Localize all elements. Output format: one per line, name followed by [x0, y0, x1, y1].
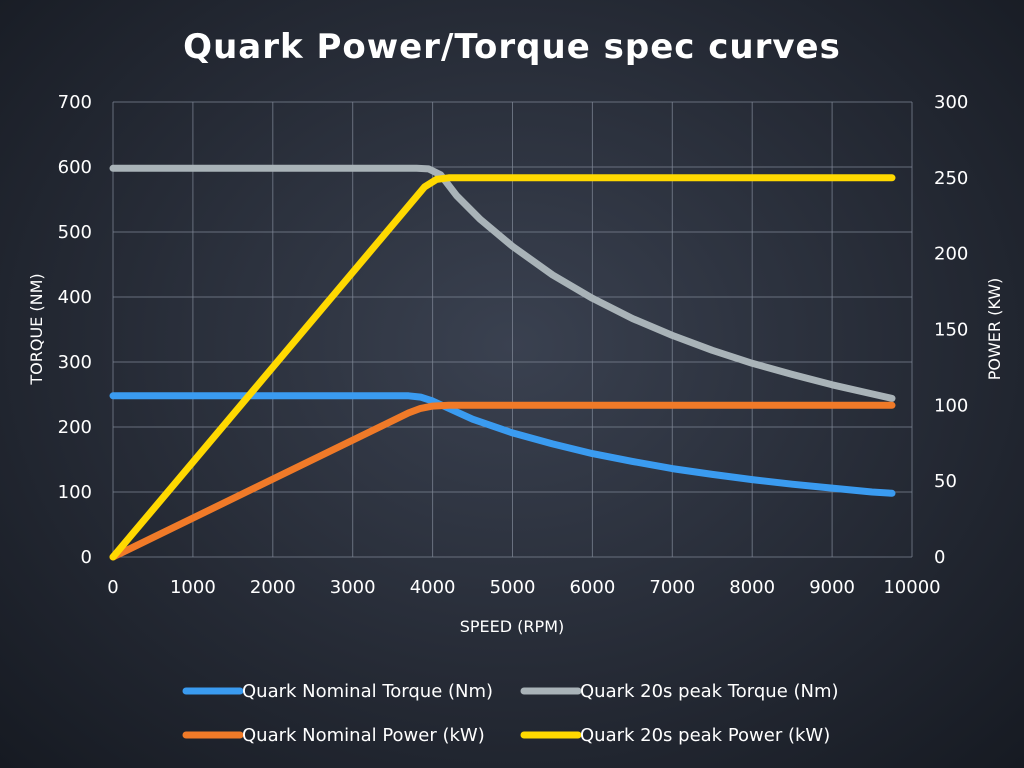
x-tick-label: 0	[107, 577, 118, 598]
y-tick-label: 500	[58, 222, 92, 243]
series-line-quark-20s-peak-torque-nm	[109, 164, 896, 402]
x-axis-label: SPEED (RPM)	[460, 617, 564, 636]
y2-axis-label: POWER (KW)	[985, 278, 1004, 381]
y-axis-label: TORQUE (NM)	[27, 273, 46, 385]
y2-tick-label: 200	[934, 244, 968, 265]
y-tick-label: 300	[58, 352, 92, 373]
series-line-quark-nominal-torque-nm	[109, 392, 896, 497]
x-tick-label: 5000	[490, 577, 536, 598]
x-tick-label: 10000	[883, 577, 940, 598]
y2-tick-label: 250	[934, 168, 968, 189]
y2-tick-label: 50	[934, 471, 957, 492]
y2-tick-label: 0	[934, 547, 945, 568]
x-tick-label: 9000	[809, 577, 855, 598]
series-line-quark-nominal-power-kw	[109, 401, 896, 561]
x-tick-label: 1000	[170, 577, 216, 598]
y-tick-label: 200	[58, 417, 92, 438]
legend-label: Quark Nominal Power (kW)	[242, 725, 485, 746]
chart-legend: Quark Nominal Torque (Nm) Quark 20s peak …	[182, 681, 839, 746]
right-axis-ticks: 0 50 100 150 200 250 300	[934, 92, 968, 568]
chart-title: Quark Power/Torque spec curves	[183, 27, 841, 67]
y2-tick-label: 100	[934, 395, 968, 416]
legend-label: Quark 20s peak Torque (Nm)	[580, 681, 839, 702]
chart-series	[109, 164, 896, 561]
legend-label: Quark 20s peak Power (kW)	[580, 725, 830, 746]
x-tick-label: 6000	[569, 577, 615, 598]
legend-label: Quark Nominal Torque (Nm)	[242, 681, 493, 702]
y-tick-label: 100	[58, 482, 92, 503]
y-tick-label: 700	[58, 92, 92, 113]
x-tick-label: 3000	[330, 577, 376, 598]
x-tick-label: 7000	[649, 577, 695, 598]
x-tick-label: 4000	[410, 577, 456, 598]
x-axis-ticks: 0 1000 2000 3000 4000 5000 6000 7000 8000 9000 100…	[107, 577, 940, 598]
x-tick-label: 2000	[250, 577, 296, 598]
left-axis-ticks: 0 100 200 300 400 500 600 700	[58, 92, 92, 568]
y-tick-label: 600	[58, 157, 92, 178]
y2-tick-label: 300	[934, 92, 968, 113]
y-tick-label: 400	[58, 287, 92, 308]
series-line-quark-20s-peak-power-kw	[109, 174, 896, 561]
y2-tick-label: 150	[934, 320, 968, 341]
x-tick-label: 8000	[729, 577, 775, 598]
y-tick-label: 0	[81, 547, 92, 568]
